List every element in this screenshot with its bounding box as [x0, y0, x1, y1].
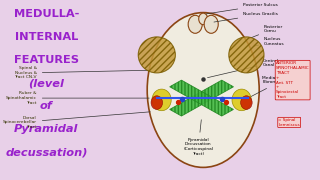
Text: INTERNAL: INTERNAL	[15, 32, 78, 42]
Text: decussation): decussation)	[5, 147, 88, 157]
Text: = Spinal
Lemniscus: = Spinal Lemniscus	[278, 118, 300, 127]
Text: Medial Lemniscum
Fibromia: Medial Lemniscum Fibromia	[251, 76, 303, 97]
Text: Spinal &
Nucleus &
Tract CN-V: Spinal & Nucleus & Tract CN-V	[14, 66, 150, 80]
Text: Ruber &
Spinothalamic
Tract: Ruber & Spinothalamic Tract	[6, 91, 149, 105]
Polygon shape	[170, 80, 234, 116]
Text: Nucleus
Cuneatus: Nucleus Cuneatus	[254, 37, 284, 46]
Text: Pyramidal
Decussation
(Corticospinal
Tract): Pyramidal Decussation (Corticospinal Tra…	[183, 120, 213, 156]
Ellipse shape	[138, 37, 175, 73]
Ellipse shape	[199, 13, 208, 25]
Ellipse shape	[241, 96, 252, 109]
Ellipse shape	[204, 15, 218, 33]
Text: Central
Canal: Central Canal	[207, 59, 278, 78]
Text: Dorsal
Spinocerebellar
Tract: Dorsal Spinocerebellar Tract	[3, 112, 150, 129]
Ellipse shape	[147, 13, 259, 167]
Text: Posterior Sulcus: Posterior Sulcus	[206, 3, 278, 14]
Text: MEDULLA-: MEDULLA-	[14, 9, 79, 19]
Text: Posterior
Cornu: Posterior Cornu	[249, 24, 283, 39]
Ellipse shape	[152, 89, 171, 111]
Text: Nucleus Gracilis: Nucleus Gracilis	[214, 12, 278, 22]
Text: (level: (level	[28, 78, 64, 88]
Text: ANTERIOR
SPINOTHALAMIC
TRACT
+
Ant. STT
+
Spinotectal
Tract: ANTERIOR SPINOTHALAMIC TRACT + Ant. STT …	[276, 61, 309, 99]
Polygon shape	[170, 80, 234, 116]
Ellipse shape	[232, 89, 251, 111]
Text: FEATURES: FEATURES	[14, 55, 79, 65]
Text: Pyramidal: Pyramidal	[14, 124, 79, 134]
Text: of: of	[40, 101, 53, 111]
Ellipse shape	[229, 37, 264, 73]
Ellipse shape	[151, 96, 163, 109]
Ellipse shape	[188, 15, 202, 33]
